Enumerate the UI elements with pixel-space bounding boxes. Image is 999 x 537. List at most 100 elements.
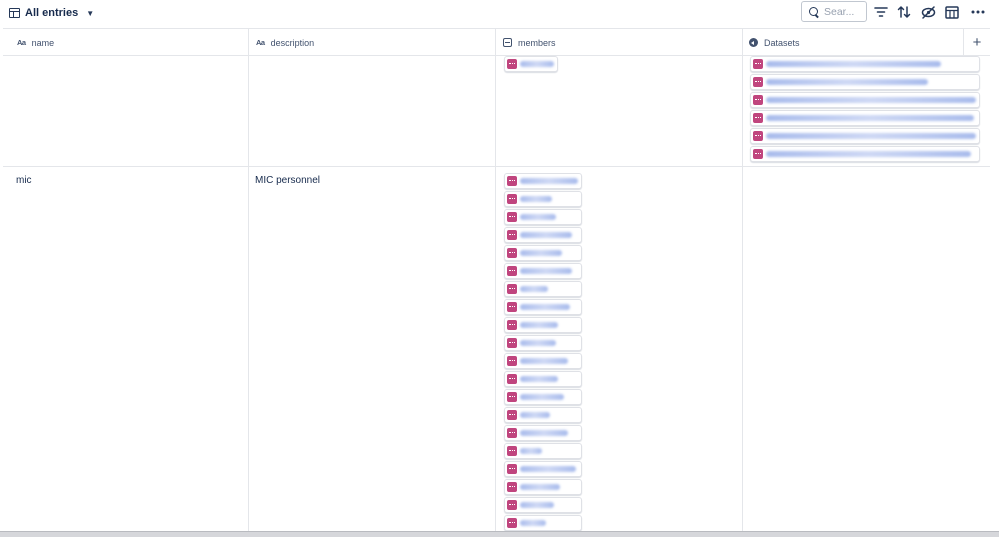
member-name-redacted [520,376,558,382]
add-column-button[interactable]: + [972,34,982,51]
member-name-redacted [520,484,560,490]
dataset-chip[interactable] [750,146,980,162]
text-type-icon: Aa [17,38,26,47]
member-chip[interactable] [504,389,582,405]
member-name-redacted [520,268,572,274]
member-chip[interactable] [504,515,582,531]
member-chip[interactable] [504,461,582,477]
member-name-redacted [520,250,562,256]
entry-description[interactable]: MIC personnel [255,175,321,186]
dataset-name-redacted [766,115,974,121]
dataset-icon [753,113,763,123]
column-label: name [31,37,55,48]
member-chip[interactable] [504,209,582,225]
table-header: Aa name Aa description members Datasets … [3,29,990,56]
dataset-name-redacted [766,133,976,139]
column-header-members[interactable]: members [496,29,743,56]
column-header-description[interactable]: Aa description [249,29,496,56]
column-header-name[interactable]: Aa name [3,29,249,56]
member-chip[interactable] [504,56,558,72]
text-type-icon: Aa [256,38,265,47]
dataset-icon [753,131,763,141]
search-input[interactable] [824,5,864,18]
dataset-chip[interactable] [750,56,980,72]
member-name-redacted [520,214,556,220]
member-chip[interactable] [504,407,582,423]
user-icon [507,392,517,402]
user-icon [507,356,517,366]
filter-icon[interactable] [873,4,889,20]
dataset-chip[interactable] [750,128,980,144]
member-type-icon [503,38,512,47]
member-name-redacted [520,394,564,400]
column-divider [495,56,496,532]
member-chip[interactable] [504,497,582,513]
member-name-redacted [520,304,570,310]
dataset-chip[interactable] [750,110,980,126]
user-icon [507,176,517,186]
column-header-datasets[interactable]: Datasets [743,29,964,56]
entries-table: Aa name Aa description members Datasets … [3,28,990,532]
search-icon [809,6,819,17]
member-name-redacted [520,358,568,364]
hide-fields-icon[interactable] [920,4,936,20]
member-chip[interactable] [504,371,582,387]
member-chip[interactable] [504,317,582,333]
user-icon [507,338,517,348]
user-icon [507,194,517,204]
member-name-redacted [520,520,546,526]
entry-name[interactable]: mic [16,175,32,186]
user-icon [507,428,517,438]
user-icon [507,518,517,528]
more-icon[interactable] [970,4,986,20]
view-switcher[interactable]: All entries ▼ [9,4,94,22]
os-taskbar [0,531,999,537]
user-icon [507,500,517,510]
user-icon [507,212,517,222]
dataset-icon [753,77,763,87]
member-chip[interactable] [504,263,582,279]
dataset-icon [753,59,763,69]
dataset-type-icon [749,38,758,47]
chevron-down-icon: ▼ [86,8,95,18]
user-icon [507,266,517,276]
member-chip[interactable] [504,299,582,315]
table-icon [9,8,20,18]
member-chip[interactable] [504,443,582,459]
search-field[interactable] [801,1,867,22]
dataset-name-redacted [766,61,941,67]
member-name-redacted [520,448,542,454]
user-icon [507,284,517,294]
toolbar: All entries ▼ [0,0,999,28]
members-cell[interactable] [504,56,558,72]
member-name-redacted [520,196,552,202]
datasets-cell[interactable] [750,56,980,162]
member-name-redacted [520,322,558,328]
user-icon [507,446,517,456]
member-chip[interactable] [504,245,582,261]
user-icon [507,482,517,492]
dataset-chip[interactable] [750,74,980,90]
member-chip[interactable] [504,479,582,495]
dataset-name-redacted [766,97,976,103]
layout-icon[interactable] [944,4,960,20]
member-chip[interactable] [504,227,582,243]
member-chip[interactable] [504,173,582,189]
column-label: Datasets [764,37,800,48]
member-chip[interactable] [504,281,582,297]
dataset-name-redacted [766,151,971,157]
member-name-redacted [520,412,550,418]
member-chip[interactable] [504,191,582,207]
member-chip[interactable] [504,335,582,351]
dataset-chip[interactable] [750,92,980,108]
column-divider [248,56,249,532]
dataset-icon [753,149,763,159]
member-chip[interactable] [504,353,582,369]
member-name-redacted [520,466,576,472]
member-name-redacted [520,286,548,292]
members-cell[interactable] [504,173,582,531]
sort-icon[interactable] [896,4,912,20]
member-name-redacted [520,502,554,508]
member-chip[interactable] [504,425,582,441]
member-name-redacted [520,430,568,436]
